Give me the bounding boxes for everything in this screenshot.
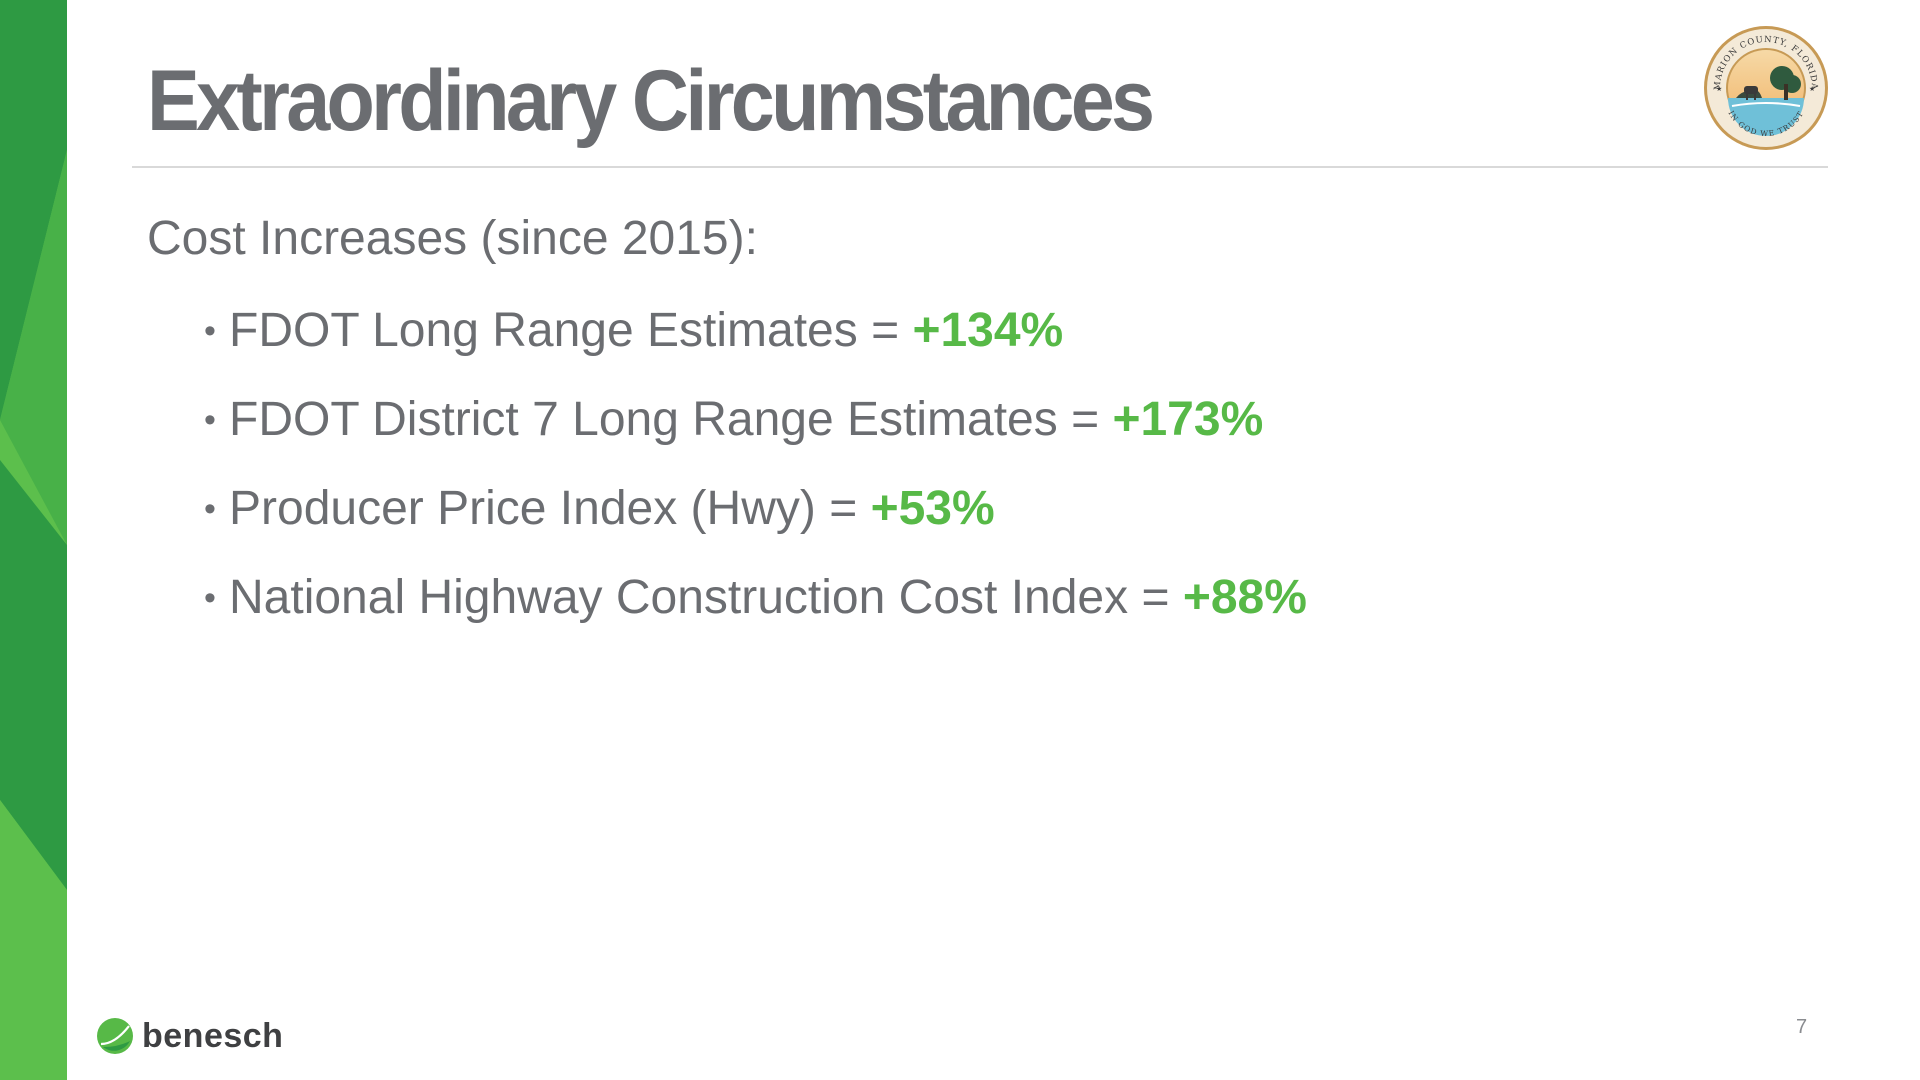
bullet-dot-icon: • [204, 401, 216, 439]
bullet-label: National Highway Construction Cost Index… [229, 571, 1183, 624]
bullet-dot-icon: • [204, 579, 216, 617]
company-name: benesch [142, 1016, 284, 1055]
list-item: • FDOT District 7 Long Range Estimates =… [147, 385, 1747, 455]
list-item: • FDOT Long Range Estimates = +134% [147, 296, 1747, 366]
page-number: 7 [1796, 1016, 1808, 1038]
left-green-band [0, 0, 67, 1080]
bullet-value: +134% [912, 304, 1064, 357]
bullet-dot-icon: • [204, 312, 216, 350]
svg-text:★: ★ [1716, 85, 1722, 93]
slide-title: Extraordinary Circumstances [147, 53, 1155, 149]
bullet-label: FDOT Long Range Estimates = [229, 304, 913, 357]
company-logo: benesch [96, 1014, 283, 1058]
county-seal-icon: MARION COUNTY, FLORIDA IN GOD WE TRUST ★… [1704, 26, 1828, 150]
bullet-value: +88% [1182, 571, 1307, 624]
svg-text:★: ★ [1809, 85, 1815, 93]
slide-content: Cost Increases (since 2015): • FDOT Long… [147, 204, 1747, 652]
bullet-dot-icon: • [204, 490, 216, 528]
benesch-leaf-icon [97, 1018, 133, 1054]
bullet-list: • FDOT Long Range Estimates = +134% • FD… [147, 296, 1747, 633]
bullet-value: +173% [1112, 393, 1264, 446]
lead-text: Cost Increases (since 2015): [147, 212, 758, 265]
bullet-label: Producer Price Index (Hwy) = [229, 482, 871, 535]
title-divider [132, 166, 1828, 168]
bullet-label: FDOT District 7 Long Range Estimates = [229, 393, 1113, 446]
list-item: • Producer Price Index (Hwy) = +53% [147, 474, 1747, 544]
list-item: • National Highway Construction Cost Ind… [147, 563, 1747, 633]
bullet-value: +53% [870, 482, 995, 535]
